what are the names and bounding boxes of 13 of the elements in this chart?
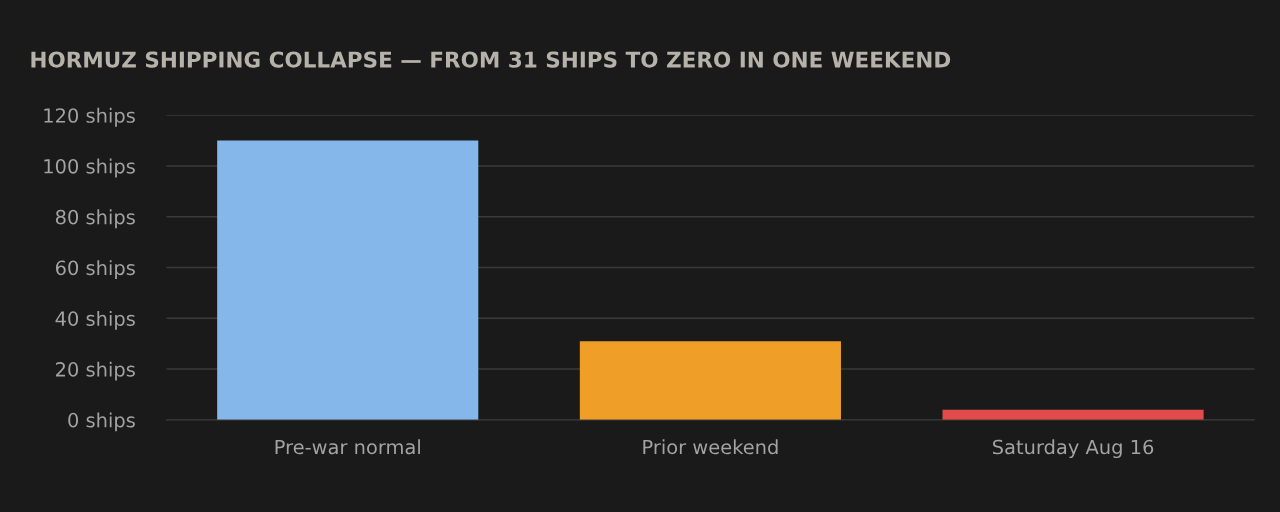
bar <box>217 140 479 420</box>
chart-title: HORMUZ SHIPPING COLLAPSE — FROM 31 SHIPS TO ZERO IN ONE WEEKEND <box>31 51 951 68</box>
x-tick-label: Pre-war normal <box>275 439 420 455</box>
x-tick-label: Prior weekend <box>643 439 778 455</box>
x-tick-label: Saturday Aug 16 <box>993 439 1154 459</box>
y-tick-label: 0 ships <box>68 412 135 432</box>
y-tick-label: 20 ships <box>56 361 135 381</box>
bar <box>579 341 841 420</box>
y-tick-label: 100 ships <box>44 158 135 178</box>
y-tick-label: 80 ships <box>55 209 135 229</box>
y-tick-label: 60 ships <box>55 260 135 279</box>
y-tick-label: 120 ships <box>44 107 135 127</box>
y-tick-label: 40 ships <box>55 310 135 330</box>
